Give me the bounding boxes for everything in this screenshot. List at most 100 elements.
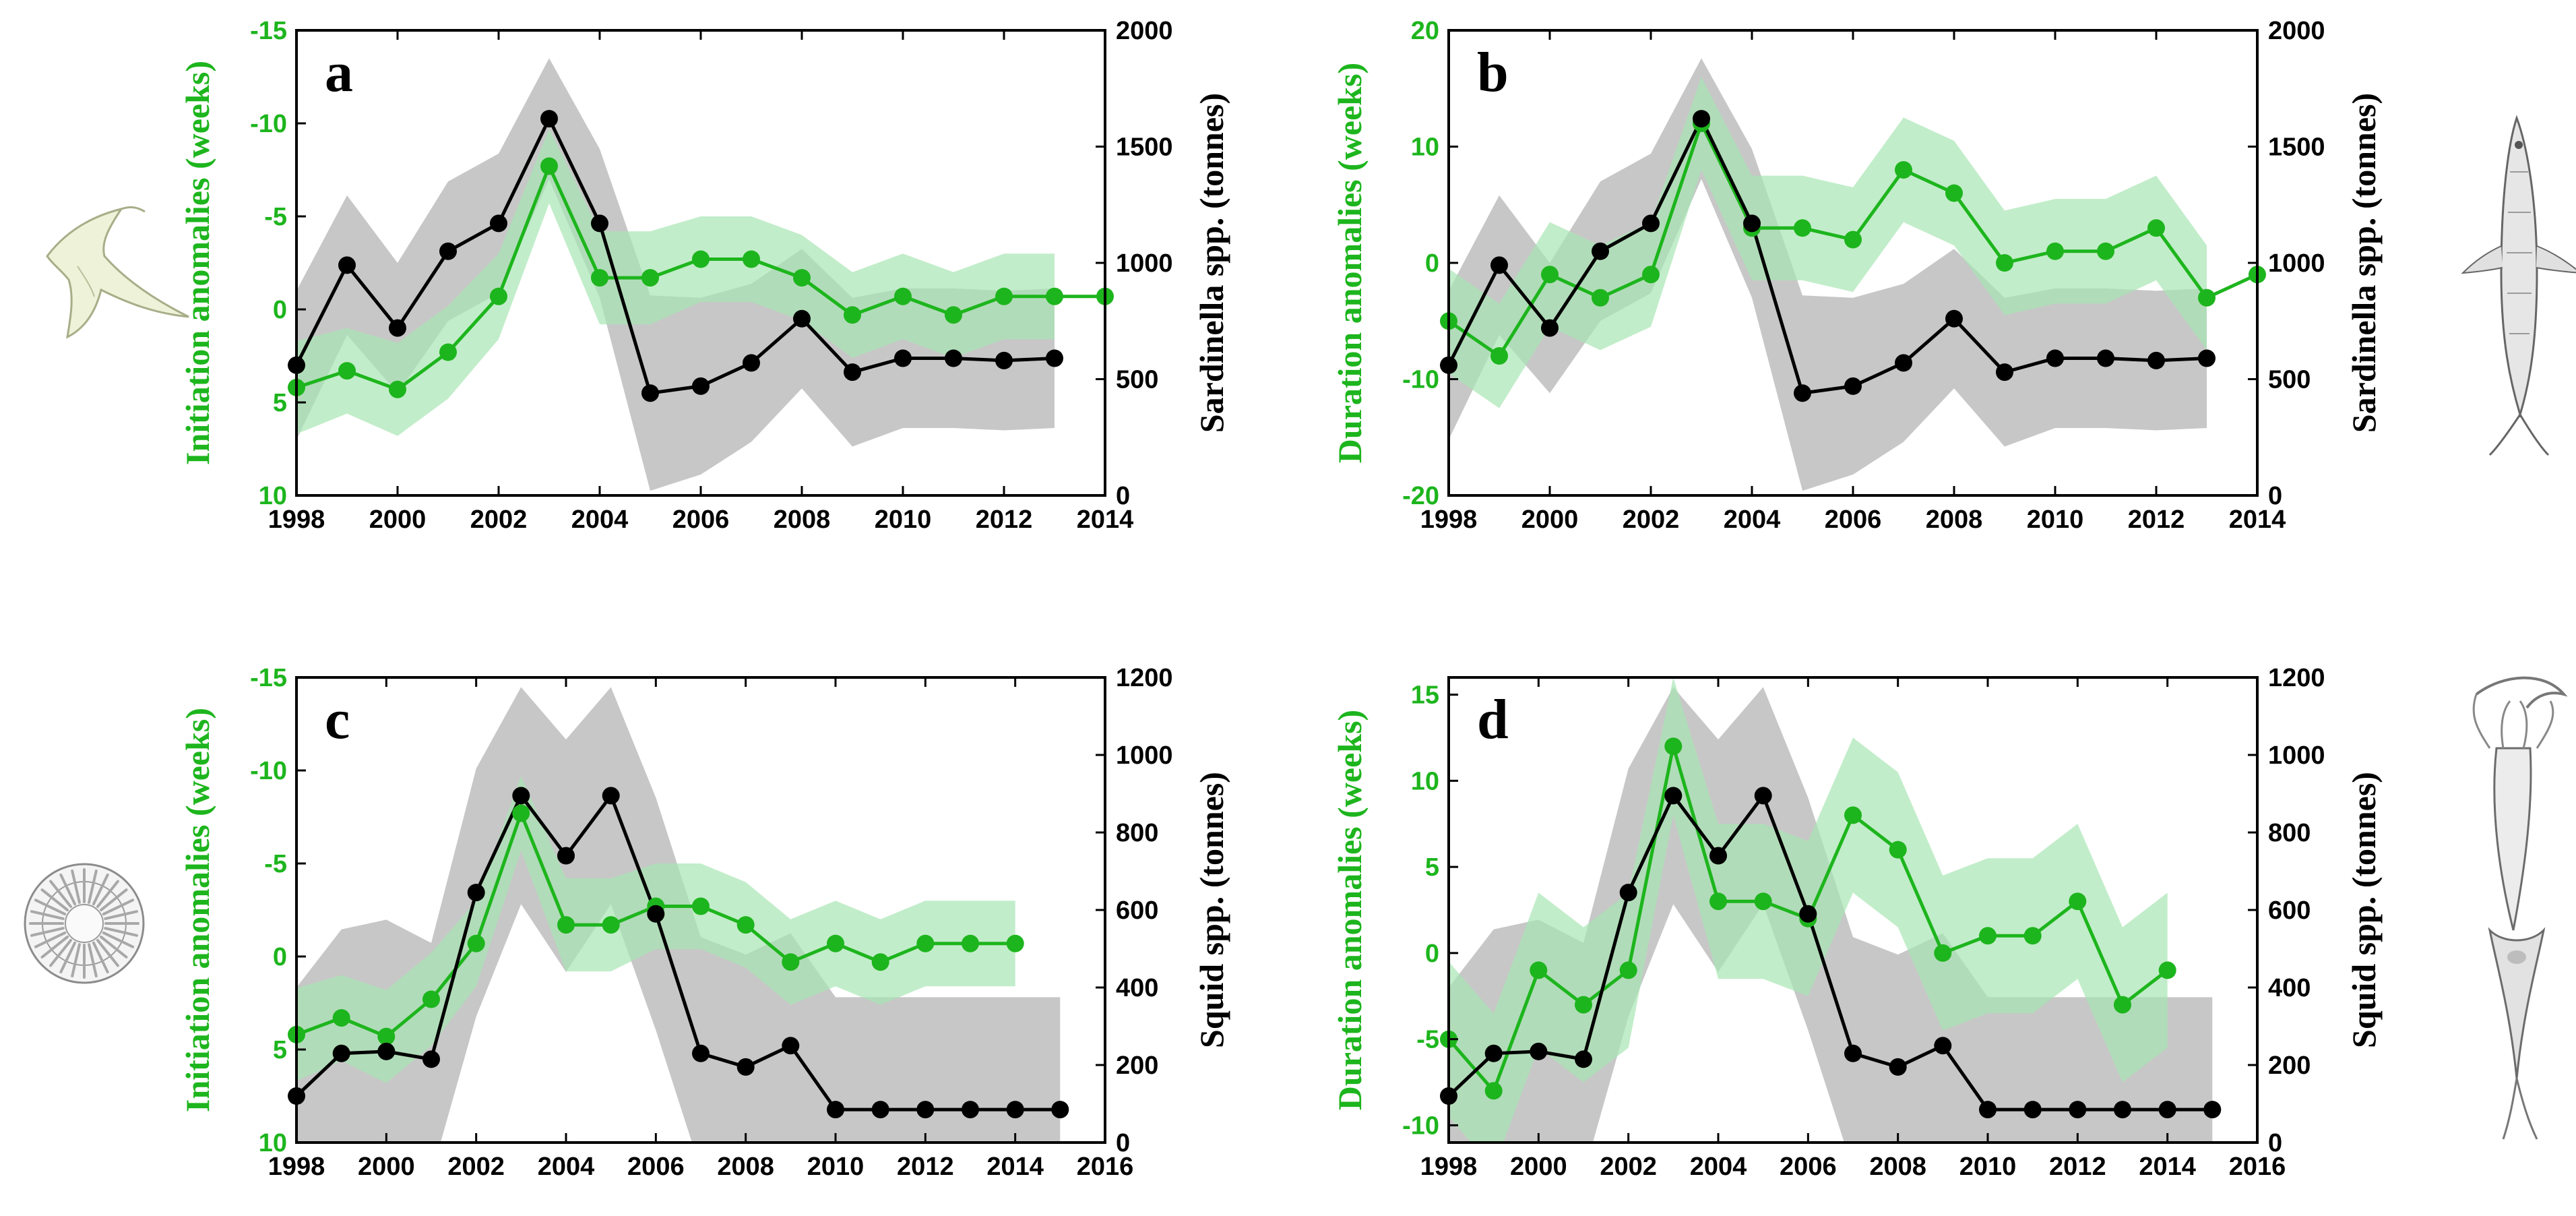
green-series-point [2069, 892, 2087, 911]
x-tick-label: 2012 [976, 506, 1033, 534]
black-series-point [1541, 319, 1559, 337]
right-y-tick-label: 1200 [1116, 664, 1173, 692]
black-series-point [2198, 349, 2216, 367]
diatom-spoke [30, 927, 65, 937]
left-y-tick-label: 10 [259, 1129, 287, 1157]
diatom-spoke [96, 939, 119, 967]
black-series-point [793, 309, 811, 328]
left-y-tick-label: 20 [1411, 17, 1439, 45]
black-series-point [1844, 377, 1862, 395]
black-series-point [332, 1044, 350, 1062]
right-y-tick-label: 600 [1116, 896, 1158, 925]
black-series-point [1046, 349, 1063, 367]
diatom-spoke [102, 931, 135, 948]
green-series-point [2198, 288, 2216, 307]
left-y-tick-label: -10 [250, 110, 287, 138]
right-y-tick-label: 1000 [2268, 741, 2325, 770]
green-series-point [591, 269, 608, 287]
green-series-point [916, 934, 935, 952]
x-tick-label: 2006 [1780, 1153, 1837, 1181]
diatom-spoke [59, 941, 77, 974]
green-series-point [945, 306, 962, 324]
black-series-point [1484, 1044, 1503, 1062]
black-series-point [2097, 349, 2114, 367]
green-series-point [894, 287, 912, 305]
left-y-tick-label: 5 [1425, 853, 1439, 882]
x-tick-label: 2014 [2229, 506, 2286, 534]
black-series-line [296, 115, 1055, 395]
green-series-point [2097, 242, 2114, 260]
diatom-spoke [104, 927, 138, 937]
x-tick-label: 2006 [672, 506, 730, 534]
x-tick-label: 2000 [1521, 506, 1579, 534]
diatom-spoke [30, 910, 65, 920]
green-series-point [1490, 347, 1508, 365]
black-series-point [743, 354, 760, 372]
green-series-point [827, 934, 844, 952]
right-axis-label: Sardinella spp. (tonnes) [1193, 93, 1230, 433]
right-y-tick-label: 200 [1116, 1052, 1158, 1080]
green-series-uncertainty-band [296, 129, 1055, 436]
right-y-tick-label: 500 [2268, 366, 2311, 394]
green-series-point [1889, 841, 1907, 859]
black-series-point [540, 110, 558, 128]
chart-panels: 1998 2000 2002 2004 2006 2008 2010 2012 2014-15-… [179, 17, 2383, 1181]
right-y-tick-label: 1000 [2268, 249, 2325, 278]
black-series-point [512, 787, 530, 805]
green-series-point [1895, 161, 1912, 179]
black-series-point [377, 1042, 396, 1060]
left-y-tick-label: -15 [250, 664, 287, 692]
diatom-spoke [100, 936, 128, 959]
plot-area-a [296, 58, 1105, 491]
green-series-point [490, 287, 507, 305]
green-series-point [1575, 996, 1592, 1014]
green-series-point [844, 306, 861, 324]
green-series-point [962, 934, 979, 952]
green-series-point [389, 380, 406, 398]
left-y-tick-label: 15 [1411, 681, 1439, 710]
black-series-point [2114, 1101, 2131, 1119]
diatom-spoke [88, 870, 98, 904]
left-y-tick-label: 5 [273, 1036, 287, 1064]
right-y-tick-label: 1200 [2268, 664, 2325, 692]
left-y-tick-label: 0 [273, 943, 287, 971]
x-tick-label: 2000 [358, 1153, 415, 1181]
diatom-spoke [59, 873, 77, 906]
left-y-tick-label: 0 [273, 296, 287, 324]
black-series-point [1709, 847, 1727, 865]
black-series-point [1490, 256, 1508, 274]
left-y-tick-label: -5 [1416, 1026, 1439, 1054]
right-y-tick-label: 0 [1116, 1129, 1130, 1157]
green-series-point [1794, 219, 1811, 237]
right-y-tick-label: 2000 [1116, 17, 1173, 45]
right-y-tick-label: 0 [1116, 482, 1130, 510]
black-series-point [871, 1101, 889, 1119]
right-y-tick-label: 2000 [2268, 17, 2325, 45]
black-series-point [995, 351, 1013, 369]
black-series-point [490, 214, 507, 233]
left-y-tick-label: -10 [1402, 1112, 1439, 1140]
left-y-tick-label: 0 [1425, 249, 1439, 278]
chart-panel-d: 1998 2000 2002 2004 2006 2008 2010 2012 2014 2016… [1331, 664, 2383, 1181]
left-y-tick-label: 10 [1411, 133, 1439, 162]
green-series-point [743, 250, 760, 268]
black-series-point [2069, 1101, 2087, 1119]
left-y-tick-label: 10 [259, 482, 287, 510]
diatom-spoke [96, 880, 119, 908]
black-series-point [916, 1101, 935, 1119]
black-series-point [1889, 1058, 1907, 1076]
squid-icon [2472, 676, 2568, 1140]
x-tick-label: 2014 [986, 1153, 1044, 1181]
right-y-tick-label: 400 [1116, 974, 1158, 1002]
diatom-spoke [71, 943, 81, 977]
black-series-point [1743, 214, 1761, 233]
green-series-point [2114, 996, 2131, 1014]
diatom-spoke [49, 939, 72, 967]
black-series-point [2147, 351, 2165, 369]
dinoflagellate-icon [46, 206, 189, 339]
green-series-uncertainty-band [1449, 77, 2207, 408]
black-series-point [1844, 1044, 1862, 1062]
green-series-point [1541, 266, 1559, 284]
black-series-point [1754, 787, 1772, 805]
black-series-point [1934, 1037, 1952, 1055]
